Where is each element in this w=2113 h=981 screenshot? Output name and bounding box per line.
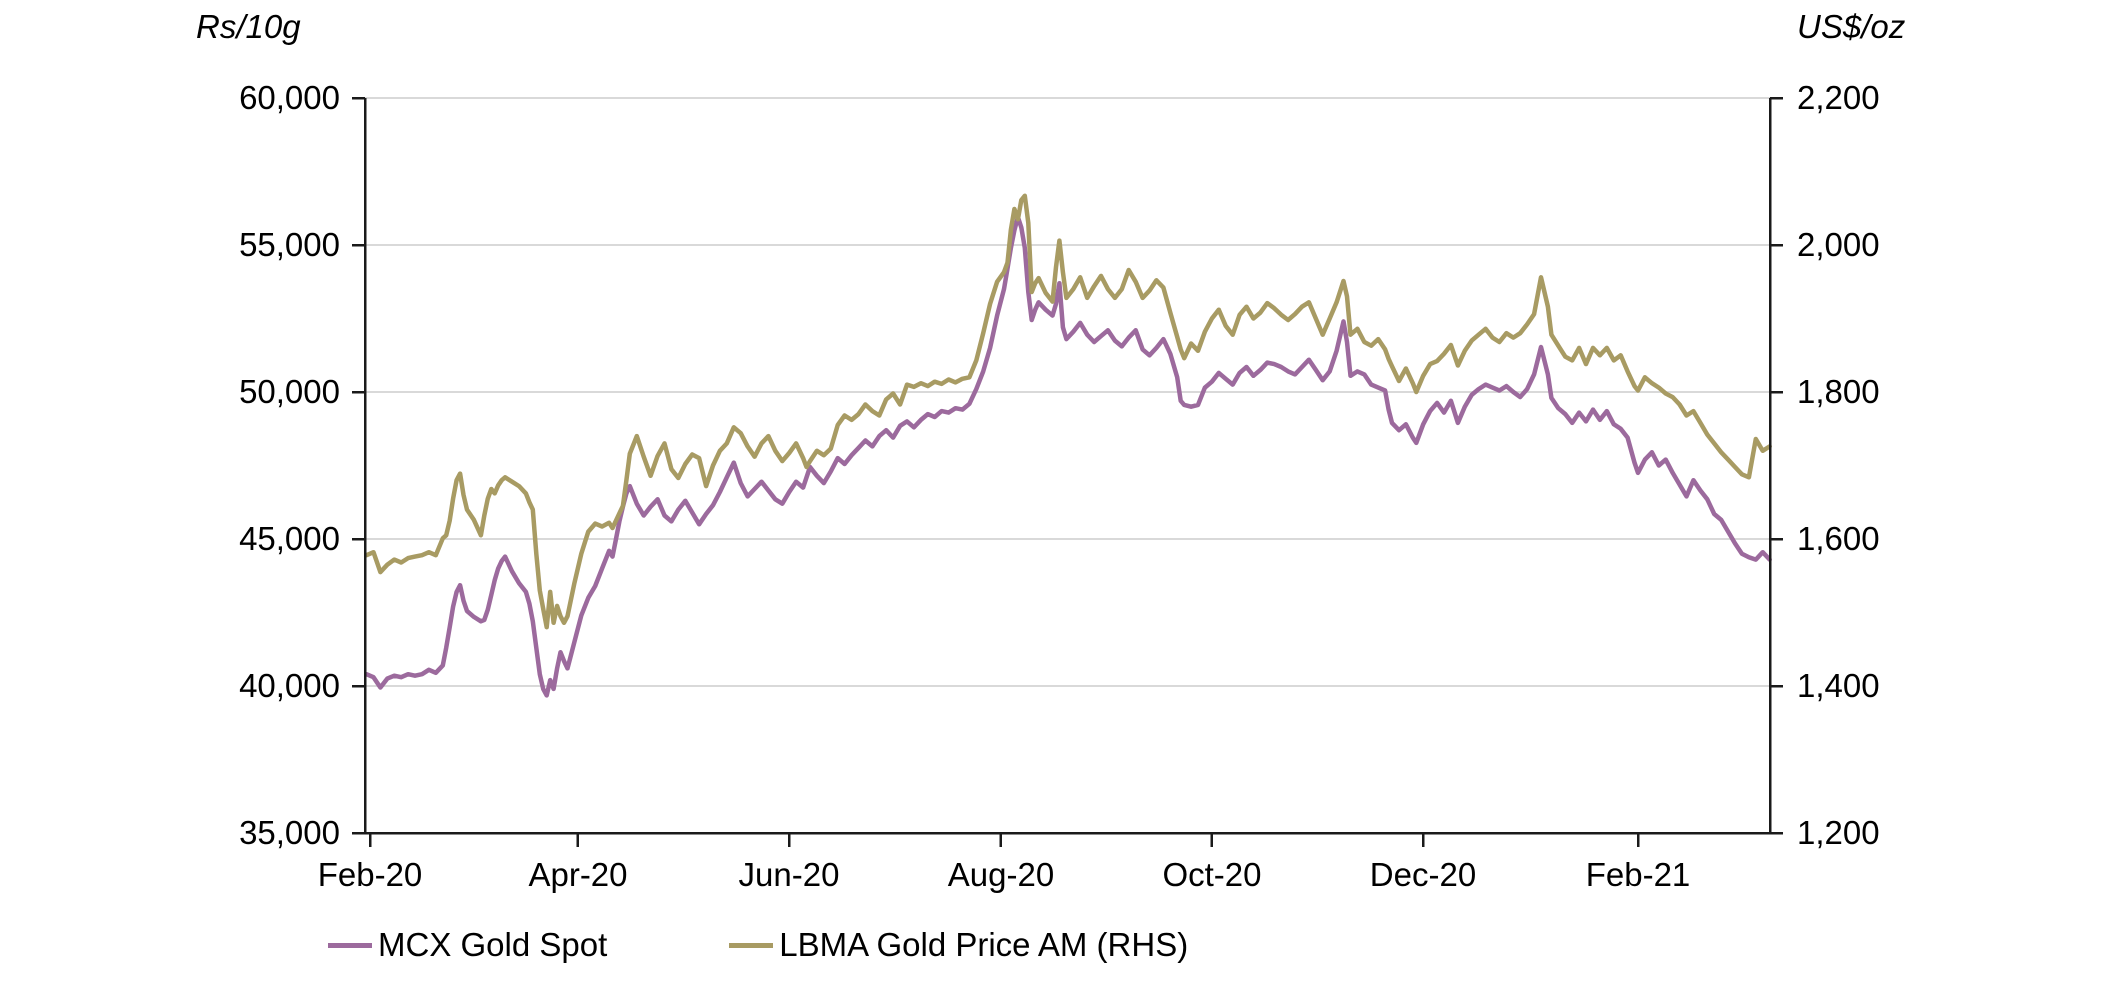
x-axis-tick-label: Feb-20 xyxy=(317,856,423,893)
y-axis-left-tick-label: 45,000 xyxy=(239,520,340,557)
axes xyxy=(352,96,1783,847)
legend: MCX Gold Spot LBMA Gold Price AM (RHS) xyxy=(328,926,1188,964)
gridlines xyxy=(365,97,1770,687)
y-axis-right-tick-label: 1,200 xyxy=(1797,814,1880,851)
y-axis-left-tick-label: 60,000 xyxy=(239,79,340,116)
series-line-lbma xyxy=(364,193,1772,630)
series-lines xyxy=(364,193,1772,698)
y-axis-left-tick-label: 40,000 xyxy=(239,667,340,704)
x-axis-tick-label: Oct-20 xyxy=(1162,856,1262,893)
legend-item-lbma-gold-price: LBMA Gold Price AM (RHS) xyxy=(729,926,1188,964)
y-axis-right-tick-label: 2,000 xyxy=(1797,226,1880,263)
y-axis-right-tick-label: 1,600 xyxy=(1797,520,1880,557)
x-axis-tick-label: Aug-20 xyxy=(947,856,1055,893)
y-axis-left-tick-label: 35,000 xyxy=(239,814,340,851)
y-axis-right-tick-label: 1,400 xyxy=(1797,667,1880,704)
y-axis-left-tick-label: 55,000 xyxy=(239,226,340,263)
y-axis-left-tick-label: 50,000 xyxy=(239,373,340,410)
y-axis-right-tick-label: 1,800 xyxy=(1797,373,1880,410)
legend-label-mcx-gold-spot: MCX Gold Spot xyxy=(378,926,608,963)
left-axis-title: Rs/10g xyxy=(196,8,301,45)
x-axis-tick-label: Feb-21 xyxy=(1585,856,1691,893)
legend-item-mcx-gold-spot: MCX Gold Spot xyxy=(328,926,607,964)
lbma-line-marker-icon xyxy=(729,942,774,948)
legend-label-lbma-gold-price: LBMA Gold Price AM (RHS) xyxy=(779,926,1189,963)
y-axis-right-tick-label: 2,200 xyxy=(1797,79,1880,116)
x-axis-tick-label: Apr-20 xyxy=(528,856,628,893)
series-line-mcx xyxy=(364,214,1772,698)
mcx-line-marker-icon xyxy=(328,942,372,948)
x-axis-tick-label: Jun-20 xyxy=(738,856,840,893)
right-axis-title: US$/oz xyxy=(1797,8,1906,45)
x-axis-tick-label: Dec-20 xyxy=(1369,856,1477,893)
